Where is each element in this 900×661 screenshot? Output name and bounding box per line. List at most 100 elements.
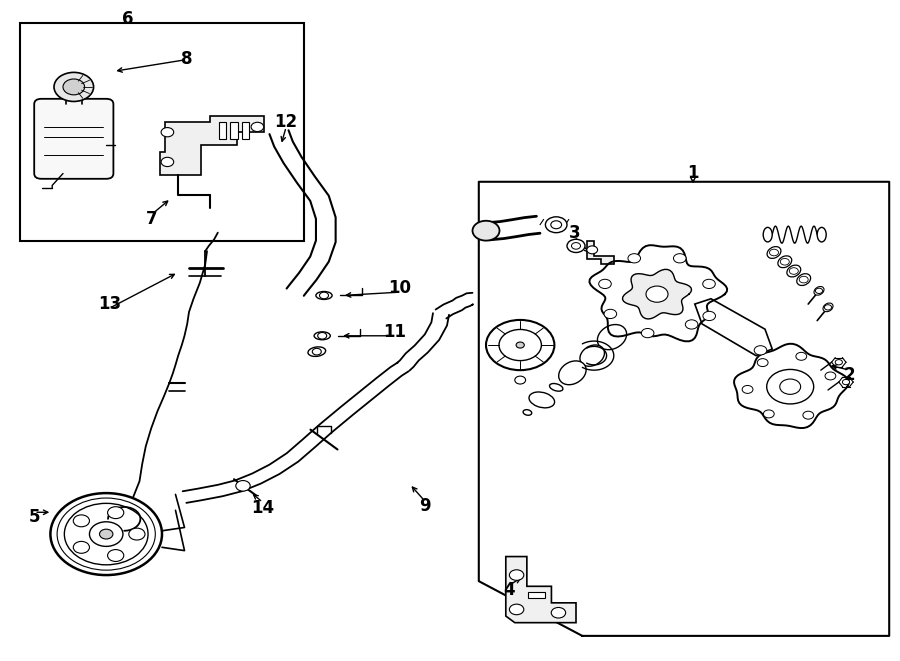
Circle shape — [815, 288, 823, 293]
Text: 14: 14 — [251, 498, 274, 517]
Circle shape — [545, 217, 567, 233]
Ellipse shape — [817, 227, 826, 242]
Circle shape — [770, 249, 778, 256]
Circle shape — [499, 329, 542, 361]
Circle shape — [161, 128, 174, 137]
Circle shape — [754, 346, 767, 355]
Ellipse shape — [823, 303, 833, 312]
Circle shape — [129, 528, 145, 540]
Circle shape — [796, 352, 806, 360]
Circle shape — [509, 570, 524, 580]
Text: 2: 2 — [844, 366, 855, 385]
Circle shape — [551, 221, 562, 229]
Text: 13: 13 — [98, 295, 122, 313]
Circle shape — [587, 246, 598, 254]
Circle shape — [642, 329, 654, 338]
Text: 1: 1 — [688, 164, 698, 182]
Ellipse shape — [308, 347, 326, 356]
Circle shape — [108, 549, 124, 561]
Bar — [230, 122, 238, 139]
Text: 12: 12 — [274, 113, 298, 132]
Polygon shape — [590, 245, 727, 341]
Circle shape — [486, 320, 554, 370]
Circle shape — [251, 122, 264, 132]
Text: 7: 7 — [146, 210, 157, 229]
Text: 6: 6 — [122, 9, 133, 28]
Bar — [528, 592, 544, 598]
Ellipse shape — [314, 332, 330, 340]
Polygon shape — [734, 344, 849, 428]
Text: 5: 5 — [29, 508, 40, 526]
Bar — [219, 122, 226, 139]
Circle shape — [65, 504, 148, 564]
Circle shape — [509, 604, 524, 615]
Circle shape — [551, 607, 566, 618]
Circle shape — [703, 311, 716, 321]
Circle shape — [598, 280, 611, 289]
Circle shape — [515, 376, 526, 384]
Polygon shape — [506, 557, 576, 623]
Text: 10: 10 — [388, 278, 411, 297]
FancyBboxPatch shape — [34, 98, 113, 178]
Circle shape — [572, 243, 580, 249]
Circle shape — [516, 342, 525, 348]
Polygon shape — [587, 241, 614, 264]
Circle shape — [646, 286, 668, 302]
Circle shape — [567, 239, 585, 253]
Circle shape — [312, 348, 321, 355]
Circle shape — [318, 332, 327, 339]
Ellipse shape — [767, 247, 781, 258]
Circle shape — [673, 254, 686, 263]
Bar — [20, 23, 304, 241]
Text: 11: 11 — [382, 323, 406, 341]
Text: 3: 3 — [569, 223, 580, 242]
Ellipse shape — [550, 383, 562, 391]
Circle shape — [604, 309, 617, 319]
Ellipse shape — [787, 265, 801, 277]
Ellipse shape — [796, 274, 811, 286]
Ellipse shape — [529, 392, 554, 408]
Ellipse shape — [763, 227, 772, 242]
Circle shape — [763, 410, 774, 418]
Circle shape — [842, 379, 850, 385]
Circle shape — [789, 268, 798, 274]
Circle shape — [803, 411, 814, 419]
Circle shape — [703, 280, 716, 289]
Circle shape — [108, 507, 124, 519]
Circle shape — [73, 515, 89, 527]
Circle shape — [57, 498, 156, 570]
Text: 9: 9 — [419, 496, 430, 515]
Circle shape — [767, 369, 814, 404]
Circle shape — [799, 276, 808, 283]
Bar — [242, 122, 249, 139]
Circle shape — [50, 493, 162, 575]
Circle shape — [89, 522, 123, 547]
Circle shape — [779, 379, 801, 395]
Ellipse shape — [559, 361, 586, 385]
Text: 8: 8 — [182, 50, 193, 69]
Circle shape — [685, 320, 698, 329]
Circle shape — [825, 372, 836, 380]
Circle shape — [757, 359, 768, 367]
Polygon shape — [160, 116, 264, 175]
Circle shape — [780, 258, 789, 265]
Circle shape — [236, 481, 250, 491]
Polygon shape — [623, 270, 691, 319]
Circle shape — [628, 254, 641, 263]
Circle shape — [161, 157, 174, 167]
Polygon shape — [695, 299, 772, 356]
Ellipse shape — [814, 286, 824, 295]
Circle shape — [54, 72, 94, 101]
Circle shape — [100, 529, 112, 539]
Circle shape — [320, 292, 328, 299]
Ellipse shape — [523, 410, 532, 415]
Ellipse shape — [316, 292, 332, 299]
Circle shape — [824, 305, 832, 310]
Circle shape — [73, 541, 89, 553]
Text: 4: 4 — [504, 580, 515, 599]
Circle shape — [472, 221, 500, 241]
Circle shape — [63, 79, 85, 95]
Ellipse shape — [778, 256, 792, 268]
Ellipse shape — [580, 345, 605, 366]
Circle shape — [742, 385, 753, 393]
